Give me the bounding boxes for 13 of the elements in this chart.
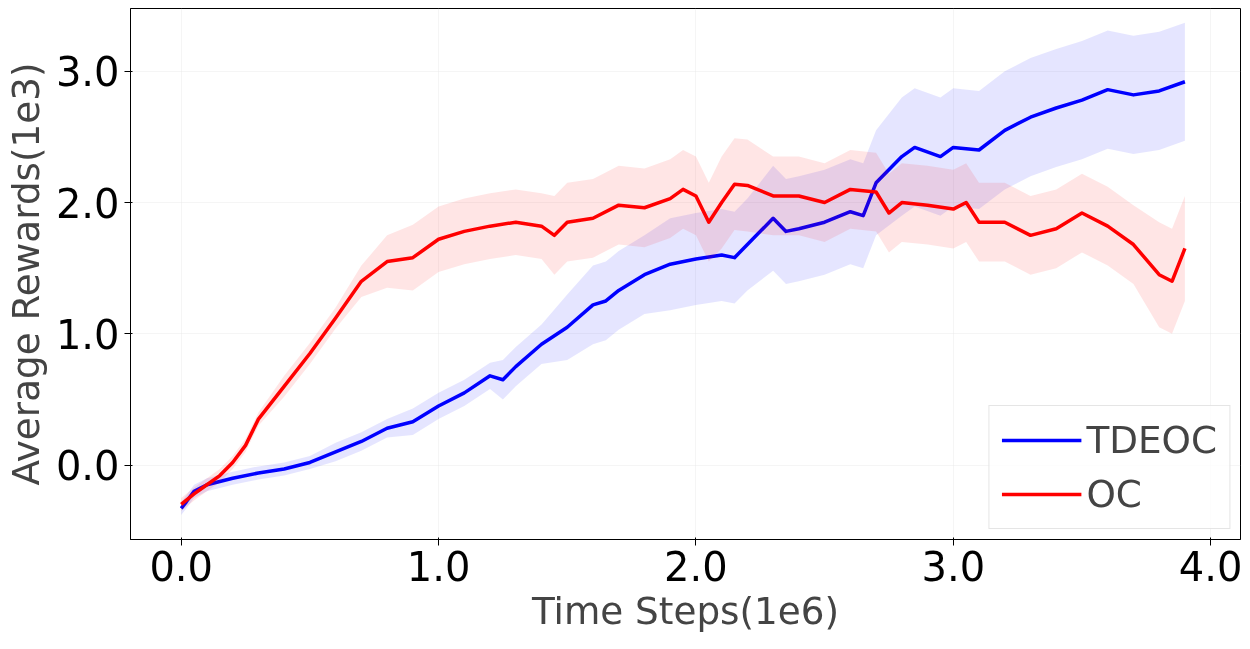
x-tick-label: 4.0 — [1178, 543, 1243, 590]
y-tick-label: 0.0 — [55, 443, 120, 490]
y-tick-label: 3.0 — [55, 49, 120, 96]
x-tick-label: 3.0 — [921, 543, 986, 590]
y-tick-label: 2.0 — [55, 180, 120, 227]
x-tick-label: 2.0 — [664, 543, 728, 590]
x-axis-title: Time Steps(1e6) — [530, 588, 840, 633]
legend-label: OC — [1086, 472, 1142, 516]
y-axis-title: Average Rewards(1e3) — [3, 62, 48, 486]
x-tick-label: 0.0 — [149, 543, 214, 590]
x-tick-label: 1.0 — [406, 543, 471, 590]
y-tick-label: 1.0 — [55, 311, 120, 358]
legend-label: TDEOC — [1086, 418, 1217, 462]
